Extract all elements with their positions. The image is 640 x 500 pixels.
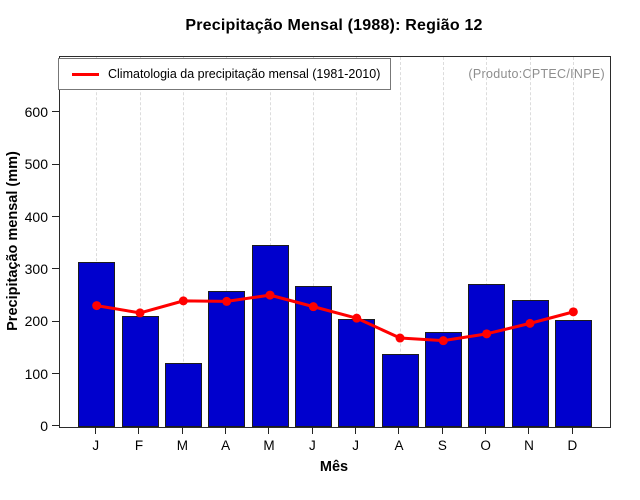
climatology-point [395,333,405,343]
y-axis-tick [52,215,59,217]
climatology-point [222,296,232,306]
climatology-point [92,301,102,311]
y-axis-tick-label: 200 [24,313,48,330]
bar-A-8 [381,354,419,427]
x-axis-tick [268,427,270,434]
gridline [356,57,358,427]
climatology-point [568,307,578,317]
x-axis-tick-label: M [176,438,188,453]
x-axis-tick [224,427,226,434]
gridline [442,57,444,427]
x-axis-tick [484,427,486,434]
y-axis-tick [52,163,59,165]
gridline [226,57,228,427]
y-axis-tick [52,372,59,374]
y-axis-tick [52,425,59,427]
legend-line-swatch [72,72,99,76]
bar-O-10 [468,284,506,427]
watermark-text: (Produto:CPTEC/INPE) [468,67,605,81]
x-axis-tick [181,427,183,434]
gridline [312,57,314,427]
climatology-point [265,290,275,300]
climatology-polyline [96,293,574,343]
x-axis-tick [441,427,443,434]
x-axis-tick-label: S [437,438,447,453]
legend: Climatologia da precipitação mensal (198… [58,58,391,90]
climatology-point [135,308,145,318]
gridline [182,57,184,427]
x-axis-tick [311,427,313,434]
climatology-point [308,302,318,312]
x-axis-tick-label: D [567,438,578,453]
climatology-point [352,313,362,323]
x-axis-tick [528,427,530,434]
x-axis-tick-label: J [92,438,100,453]
climatology-point [482,329,492,339]
gridline [572,57,574,427]
bar-F-2 [121,315,159,427]
legend-label: Climatologia da precipitação mensal (198… [108,67,381,81]
gridline [486,57,488,427]
y-axis-tick [52,320,59,322]
climatology-point [178,296,188,306]
plot-area [60,57,610,427]
chart-title: Precipitação Mensal (1988): Região 12 [185,17,483,34]
x-axis-tick [138,427,140,434]
bar-J-7 [338,318,376,427]
x-axis-label: Mês [319,459,349,475]
plot-frame [59,56,611,428]
y-axis-tick-label: 500 [24,156,48,173]
x-axis-tick-label: J [308,438,316,453]
x-axis-tick-label: A [221,438,231,453]
bar-A-4 [208,290,246,427]
y-axis-tick-label: 400 [24,208,48,225]
y-axis-tick [52,111,59,113]
y-axis-tick-label: 0 [40,418,48,434]
bar-S-9 [424,332,462,427]
x-axis-tick-label: O [480,438,491,453]
x-axis-tick [571,427,573,434]
x-axis-tick-label: N [524,438,534,453]
gridline [139,57,141,427]
gridline [399,57,401,427]
x-axis-tick-label: F [134,438,144,453]
y-axis-tick-label: 300 [24,260,48,277]
x-axis-tick-label: J [352,438,360,453]
gridline [529,57,531,427]
bar-J-1 [78,262,116,427]
x-axis-tick-label: A [394,438,404,453]
y-axis-tick-label: 600 [24,103,48,120]
bar-M-5 [251,244,289,427]
y-axis-tick [52,268,59,270]
gridline [269,57,271,427]
x-axis-tick [398,427,400,434]
x-axis-tick-label: M [263,438,275,453]
gridline [96,57,98,427]
x-axis-tick [354,427,356,434]
y-axis-tick-label: 100 [24,365,48,382]
bar-M-3 [164,363,202,427]
bar-D-12 [554,320,592,427]
x-axis-tick [94,427,96,434]
climatology-point [525,318,535,328]
climatology-line [92,290,578,346]
climatology-point [438,336,448,346]
